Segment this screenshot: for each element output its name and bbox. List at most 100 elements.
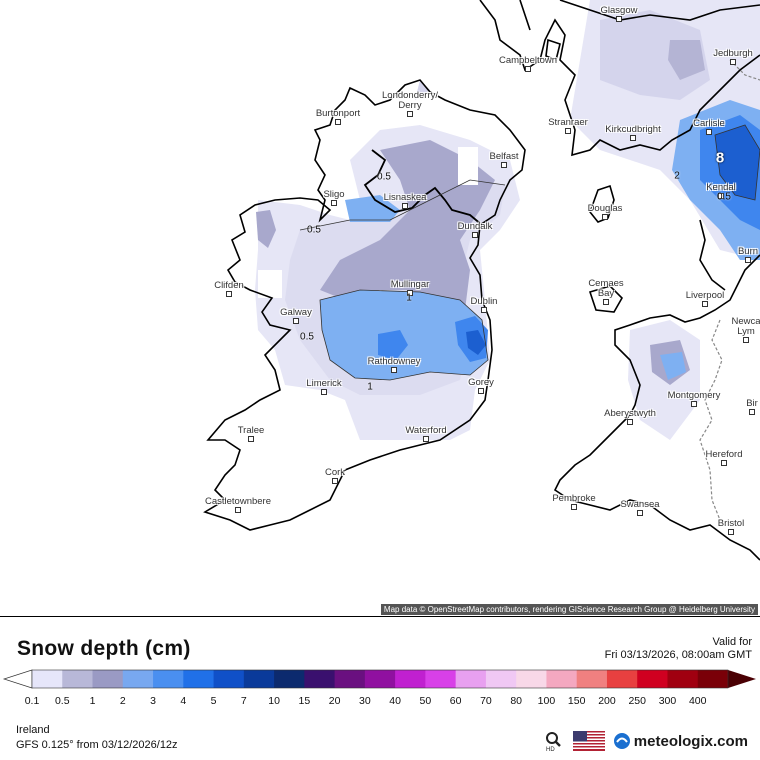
legend-swatch <box>334 670 366 688</box>
city-marker <box>702 301 708 307</box>
city-marker <box>718 193 724 199</box>
legend-swatch <box>274 670 305 688</box>
city-label: Dublin <box>470 296 498 307</box>
legend-swatch <box>122 670 154 688</box>
city-marker <box>691 401 697 407</box>
contour-value-label: 0.5 <box>377 171 391 183</box>
peak-value-label: 8 <box>715 149 725 167</box>
legend-swatch <box>606 670 638 688</box>
legend-swatch <box>637 670 668 688</box>
city-label: Glasgow <box>600 5 638 16</box>
city-marker <box>423 436 429 442</box>
legend-swatch <box>516 670 547 688</box>
valid-label: Valid for <box>712 636 752 648</box>
city-marker <box>335 119 341 125</box>
city-marker <box>706 129 712 135</box>
legend-swatch <box>62 670 94 688</box>
city-marker <box>749 409 755 415</box>
legend-tick-label: 200 <box>598 695 616 707</box>
city-label: Cemaes Bay <box>588 278 624 299</box>
brand-name: meteologix.com <box>633 732 748 750</box>
city-marker <box>616 16 622 22</box>
color-legend: 0.1 0.5 1 2 3 4 5 7 10 15 20 30 40 50 60 70 80 100 150 200 2… <box>2 669 756 707</box>
city-marker <box>630 135 636 141</box>
city-label: Campbeltown <box>498 55 558 66</box>
border-wales-england <box>699 59 760 521</box>
city-label: Aberystwyth <box>604 408 656 419</box>
city-label: Kendal <box>706 182 736 193</box>
legend-tick-label: 300 <box>659 695 677 707</box>
city-label: Newca Lym <box>731 316 760 337</box>
legend-swatch <box>243 670 275 688</box>
legend-swatch <box>425 670 457 688</box>
legend-tick-label: 2 <box>120 695 126 707</box>
legend-swatch <box>546 670 578 688</box>
city-marker <box>391 367 397 373</box>
us-flag-icon[interactable] <box>572 731 605 751</box>
legend-tick-label: 250 <box>628 695 646 707</box>
legend-tick-label: 15 <box>299 695 311 707</box>
city-marker <box>728 529 734 535</box>
city-marker <box>627 419 633 425</box>
city-marker <box>248 436 254 442</box>
legend-tick-label: 0.1 <box>25 695 40 707</box>
city-marker <box>293 318 299 324</box>
legend-tick-label: 100 <box>538 695 556 707</box>
snow-depth-map[interactable]: Glasgow Jedburgh Campbeltown Londonderry/De… <box>0 0 760 617</box>
city-label: Montgomery <box>667 390 721 401</box>
city-marker <box>478 388 484 394</box>
contour-value-label: 2 <box>674 170 680 182</box>
hd-zoom-icon[interactable]: HD <box>543 730 565 752</box>
city-marker <box>332 478 338 484</box>
legend-tick-label: 60 <box>450 695 462 707</box>
legend-tick-label: 3 <box>150 695 156 707</box>
city-label: Carlisle <box>693 118 725 129</box>
city-label: Pembroke <box>552 493 596 504</box>
legend-swatch <box>32 670 63 688</box>
footer-tools: HD meteologix.com <box>543 729 748 753</box>
map-attribution[interactable]: Map data © OpenStreetMap contributors, r… <box>380 604 758 615</box>
city-label: Dundalk <box>457 221 493 232</box>
legend-tick-label: 0.5 <box>55 695 70 707</box>
city-label: Tralee <box>237 425 265 436</box>
city-marker <box>407 111 413 117</box>
city-label: Belfast <box>489 151 519 162</box>
city-label: Clifden <box>214 280 244 291</box>
city-marker <box>481 307 487 313</box>
legend-swatch <box>364 670 396 688</box>
city-label: Waterford <box>405 425 447 436</box>
legend-border <box>31 669 729 689</box>
city-marker <box>602 214 608 220</box>
city-label: Rathdowney <box>367 356 421 367</box>
city-marker <box>603 299 609 305</box>
contour-value-label: 1 <box>367 381 373 393</box>
city-marker <box>407 290 413 296</box>
legend-swatch <box>153 670 184 688</box>
region-label: Ireland <box>16 724 50 736</box>
city-marker <box>472 232 478 238</box>
legend-tick-label: 40 <box>389 695 401 707</box>
city-marker <box>235 507 241 513</box>
contour-value-label: 0.5 <box>307 224 321 236</box>
city-label: Stranraer <box>548 117 588 128</box>
city-label: Cork <box>324 467 346 478</box>
city-label: Jedburgh <box>713 48 753 59</box>
legend-swatch <box>485 670 517 688</box>
contour-value-label: 0.5 <box>717 191 731 203</box>
city-marker <box>402 203 408 209</box>
city-label: Londonderry/Derry <box>382 90 438 111</box>
brand-logo[interactable]: meteologix.com <box>613 732 748 750</box>
svg-text:HD: HD <box>546 747 555 752</box>
city-label: Liverpool <box>685 290 725 301</box>
city-marker <box>721 460 727 466</box>
legend-tick-label: 1 <box>90 695 96 707</box>
contour-value-label: 1 <box>406 292 412 304</box>
city-marker <box>321 389 327 395</box>
city-label: Bristol <box>717 518 745 529</box>
legend-tick-label: 50 <box>420 695 432 707</box>
city-marker <box>226 291 232 297</box>
snow-shading <box>255 0 760 440</box>
legend-tick-label: 20 <box>329 695 341 707</box>
snow-contours <box>299 124 760 381</box>
contour-value-label: 0.5 <box>300 331 314 343</box>
